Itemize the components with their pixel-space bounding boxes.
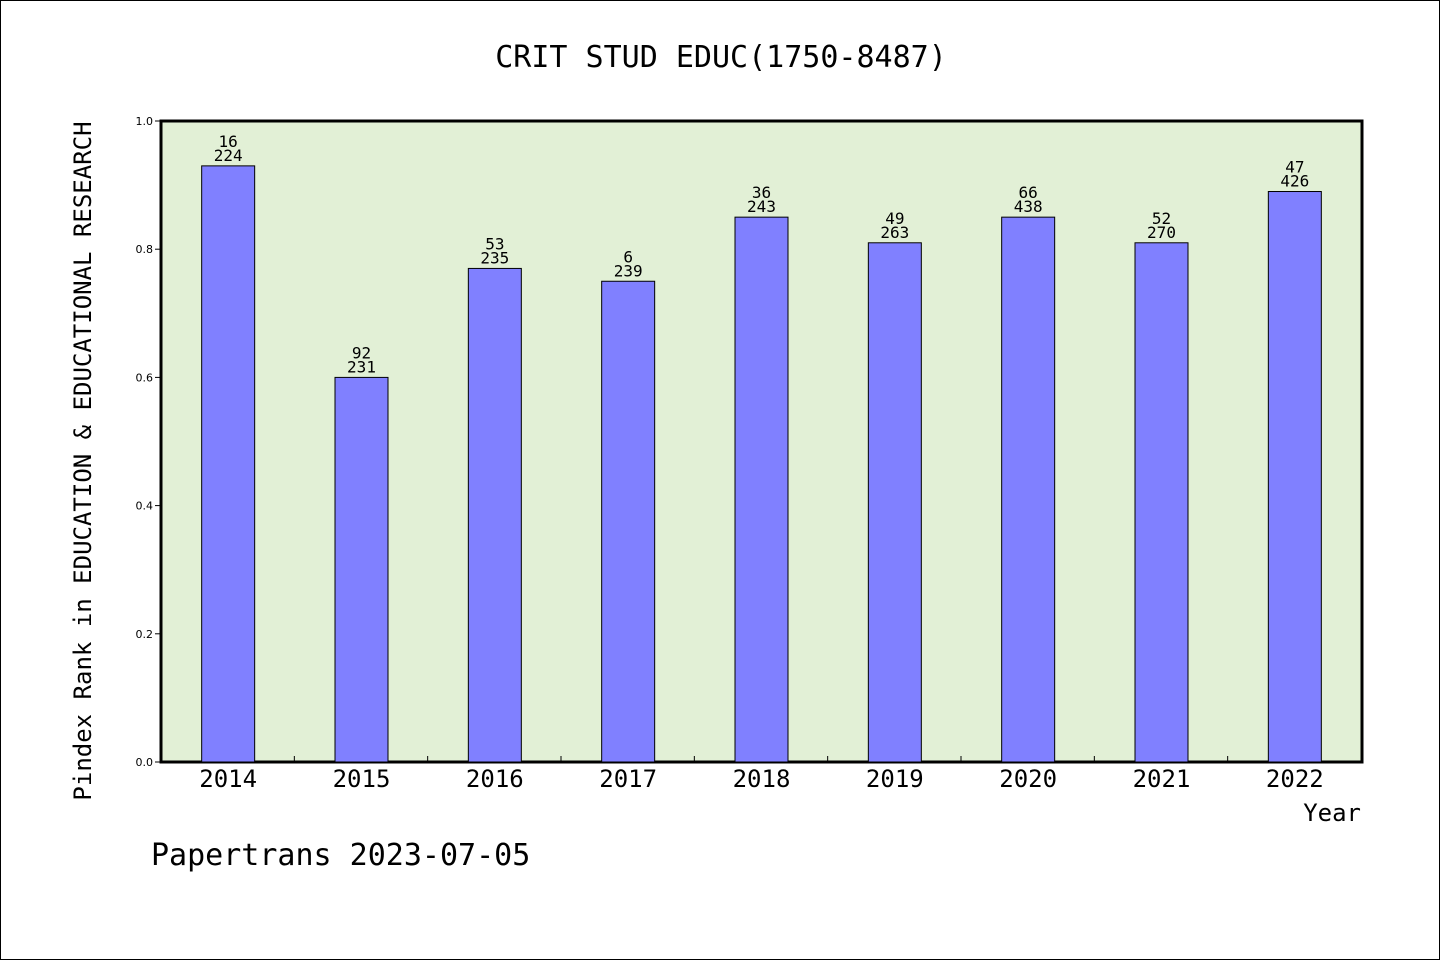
rank-label: 92 <box>352 343 371 362</box>
total-label: 263 <box>880 223 909 242</box>
y-tick-label: 0.6 <box>136 371 154 384</box>
x-axis: 2014 2015 2016 2017 2018 2019 2020 2021 2022 <box>199 756 1324 793</box>
rank-label: 47 <box>1285 158 1304 177</box>
rank-label: 16 <box>219 132 238 151</box>
bar-2014 <box>201 165 256 763</box>
rank-label: 36 <box>752 183 771 202</box>
rank-label: 66 <box>1019 183 1038 202</box>
x-tick-label: 2016 <box>466 765 524 793</box>
total-label: 438 <box>1014 197 1043 216</box>
bar-2016 <box>467 267 522 763</box>
total-label: 235 <box>480 248 509 267</box>
total-label: 270 <box>1147 223 1176 242</box>
rank-label: 53 <box>485 234 504 253</box>
footer-text: Papertrans 2023-07-05 <box>151 838 530 873</box>
total-label: 231 <box>347 357 376 376</box>
bar-2015 <box>334 376 389 763</box>
x-tick-label: 2021 <box>1133 765 1191 793</box>
y-tick-label: 1.0 <box>136 115 154 128</box>
y-tick-label: 0.8 <box>136 243 154 256</box>
total-label: 224 <box>214 146 243 165</box>
total-label: 239 <box>614 261 643 280</box>
bar-2017 <box>601 280 656 763</box>
x-tick-label: 2018 <box>733 765 791 793</box>
bar-2021 <box>1134 242 1189 763</box>
bar-2022 <box>1267 191 1322 763</box>
x-tick-label: 2014 <box>199 765 257 793</box>
x-axis-label: Year <box>1303 799 1361 827</box>
x-tick-label: 2017 <box>599 765 657 793</box>
rank-label: 6 <box>623 247 633 266</box>
y-tick-label: 0.4 <box>136 500 154 513</box>
total-label: 243 <box>747 197 776 216</box>
y-axis-label: Pindex Rank in EDUCATION & EDUCATIONAL R… <box>69 121 97 800</box>
chart-title: CRIT STUD EDUC(1750-8487) <box>495 40 947 75</box>
rank-label: 52 <box>1152 209 1171 228</box>
x-tick-label: 2022 <box>1266 765 1324 793</box>
bar-2020 <box>1001 216 1056 763</box>
y-tick-label: 0.0 <box>136 756 154 769</box>
y-tick-label: 0.2 <box>136 628 154 641</box>
x-tick-label: 2019 <box>866 765 924 793</box>
rank-label: 49 <box>885 209 904 228</box>
bar-2019 <box>867 242 922 763</box>
x-tick-label: 2015 <box>333 765 391 793</box>
bar-2018 <box>734 216 789 763</box>
x-tick-label: 2020 <box>999 765 1057 793</box>
y-axis: 0.0 0.2 0.4 0.6 0.8 1.0 <box>136 115 161 769</box>
total-label: 426 <box>1280 172 1309 191</box>
